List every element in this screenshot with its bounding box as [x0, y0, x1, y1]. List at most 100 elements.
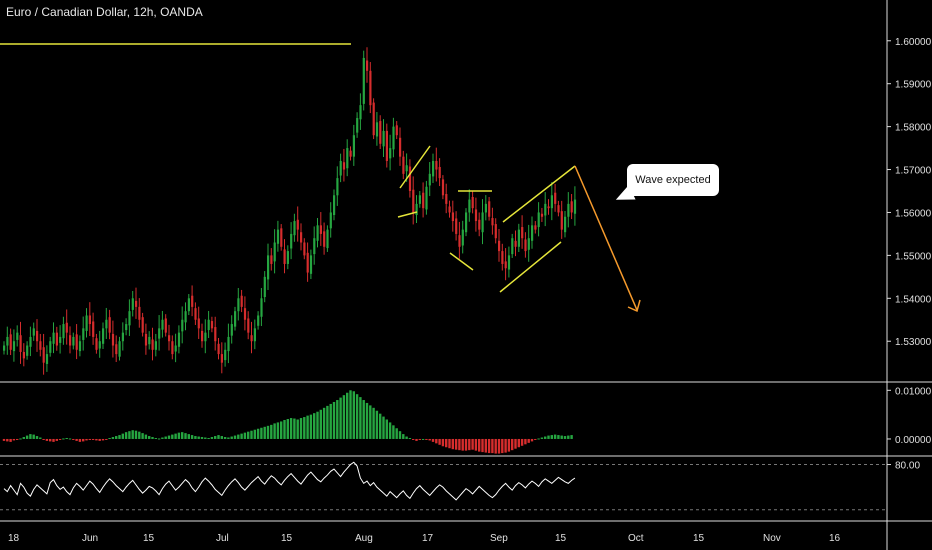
histogram-bar — [217, 435, 220, 439]
histogram-bar — [388, 422, 392, 439]
price-tick-label: 1.55000 — [895, 251, 932, 262]
candle-body — [300, 232, 303, 243]
histogram-bar — [85, 438, 88, 441]
histogram-bar — [270, 424, 273, 439]
histogram-bar — [464, 438, 468, 451]
histogram-bar — [405, 436, 408, 439]
candle-body — [521, 227, 524, 239]
histogram-bar — [303, 417, 306, 439]
histogram-bar — [32, 434, 35, 439]
flag-upper-line — [399, 145, 431, 189]
candle-body — [250, 335, 253, 342]
time-tick-label: 15 — [693, 533, 705, 544]
candle-body — [441, 179, 445, 196]
histogram-bar — [210, 437, 214, 439]
candle-body — [78, 341, 82, 352]
candle-body — [422, 192, 425, 209]
histogram-bar — [484, 438, 487, 453]
candle-body — [237, 298, 240, 312]
histogram-bar — [412, 438, 415, 440]
candle-body — [349, 150, 352, 157]
histogram-bar — [115, 436, 118, 439]
histogram-bar — [276, 422, 280, 439]
candle-body — [128, 311, 131, 326]
oscillator-layer — [0, 461, 887, 511]
histogram-bar — [524, 438, 527, 445]
histogram-bar — [200, 437, 204, 439]
histogram-bar — [296, 419, 299, 439]
histogram-bar — [540, 437, 544, 439]
histogram-bar — [507, 438, 511, 452]
histogram-bar — [134, 430, 138, 439]
candle-body — [290, 233, 293, 249]
histogram-bar — [514, 438, 517, 449]
histogram-bar — [101, 438, 105, 441]
candle-body — [45, 354, 49, 364]
histogram-bar — [105, 438, 108, 440]
candle-body — [329, 212, 332, 229]
histogram-bar — [9, 438, 12, 442]
candle-body — [131, 298, 134, 310]
candle-body — [164, 318, 167, 333]
histogram-bar — [461, 438, 464, 451]
candle-body — [524, 239, 527, 252]
histogram-bar — [458, 438, 461, 451]
histogram-bar — [375, 410, 379, 439]
candle-body — [214, 327, 217, 342]
time-tick-label: Jun — [82, 533, 98, 544]
histogram-bar — [98, 438, 101, 441]
candle-body — [111, 333, 115, 346]
histogram-bar — [557, 435, 560, 439]
histogram-bar — [382, 416, 385, 439]
candle-body — [267, 255, 270, 280]
candle-body — [465, 212, 468, 233]
histogram-bar — [263, 426, 266, 439]
candle-body — [9, 334, 12, 350]
histogram-bar — [194, 436, 197, 439]
candle-body — [570, 201, 573, 213]
histogram-bar — [283, 419, 286, 439]
projection-arrow-line — [574, 165, 638, 311]
histogram-bar — [306, 415, 309, 439]
histogram-bar — [517, 438, 520, 448]
candle-body — [98, 341, 101, 349]
candle-body — [326, 229, 329, 249]
candle-body — [554, 192, 557, 204]
candle-body — [88, 315, 91, 325]
candle-body — [293, 221, 296, 236]
histogram-bar — [75, 438, 78, 441]
candle-body — [567, 203, 570, 217]
histogram-bar — [322, 407, 326, 439]
histogram-bar — [547, 435, 550, 439]
candle-body — [121, 332, 124, 342]
time-tick-label: Oct — [628, 533, 644, 544]
channel-upper-line — [502, 165, 576, 223]
candle-body — [144, 333, 148, 346]
candle-body — [323, 231, 326, 247]
histogram-bar — [392, 425, 395, 439]
candle-body — [366, 60, 369, 71]
histogram-bar — [537, 438, 540, 440]
candle-body — [207, 319, 210, 331]
histogram-bar — [181, 432, 184, 439]
candle-body — [564, 216, 567, 233]
candle-body — [405, 165, 408, 172]
candle-body — [488, 201, 491, 217]
histogram-bar — [319, 409, 322, 439]
candle-body — [177, 332, 181, 347]
histogram-bar — [570, 435, 573, 439]
candle-body — [42, 347, 45, 363]
histogram-bar — [12, 438, 16, 441]
histogram-bar — [45, 438, 49, 441]
candle-body — [75, 334, 78, 350]
candle-body — [333, 195, 336, 216]
histogram-bar — [68, 438, 72, 440]
price-tick-label: 1.58000 — [895, 123, 932, 134]
candle-body — [181, 319, 184, 332]
histogram-bar — [49, 438, 52, 442]
time-tick-label: 15 — [555, 533, 567, 544]
histogram-bar — [544, 436, 547, 439]
candle-body — [32, 328, 35, 336]
candle-body — [280, 228, 283, 247]
